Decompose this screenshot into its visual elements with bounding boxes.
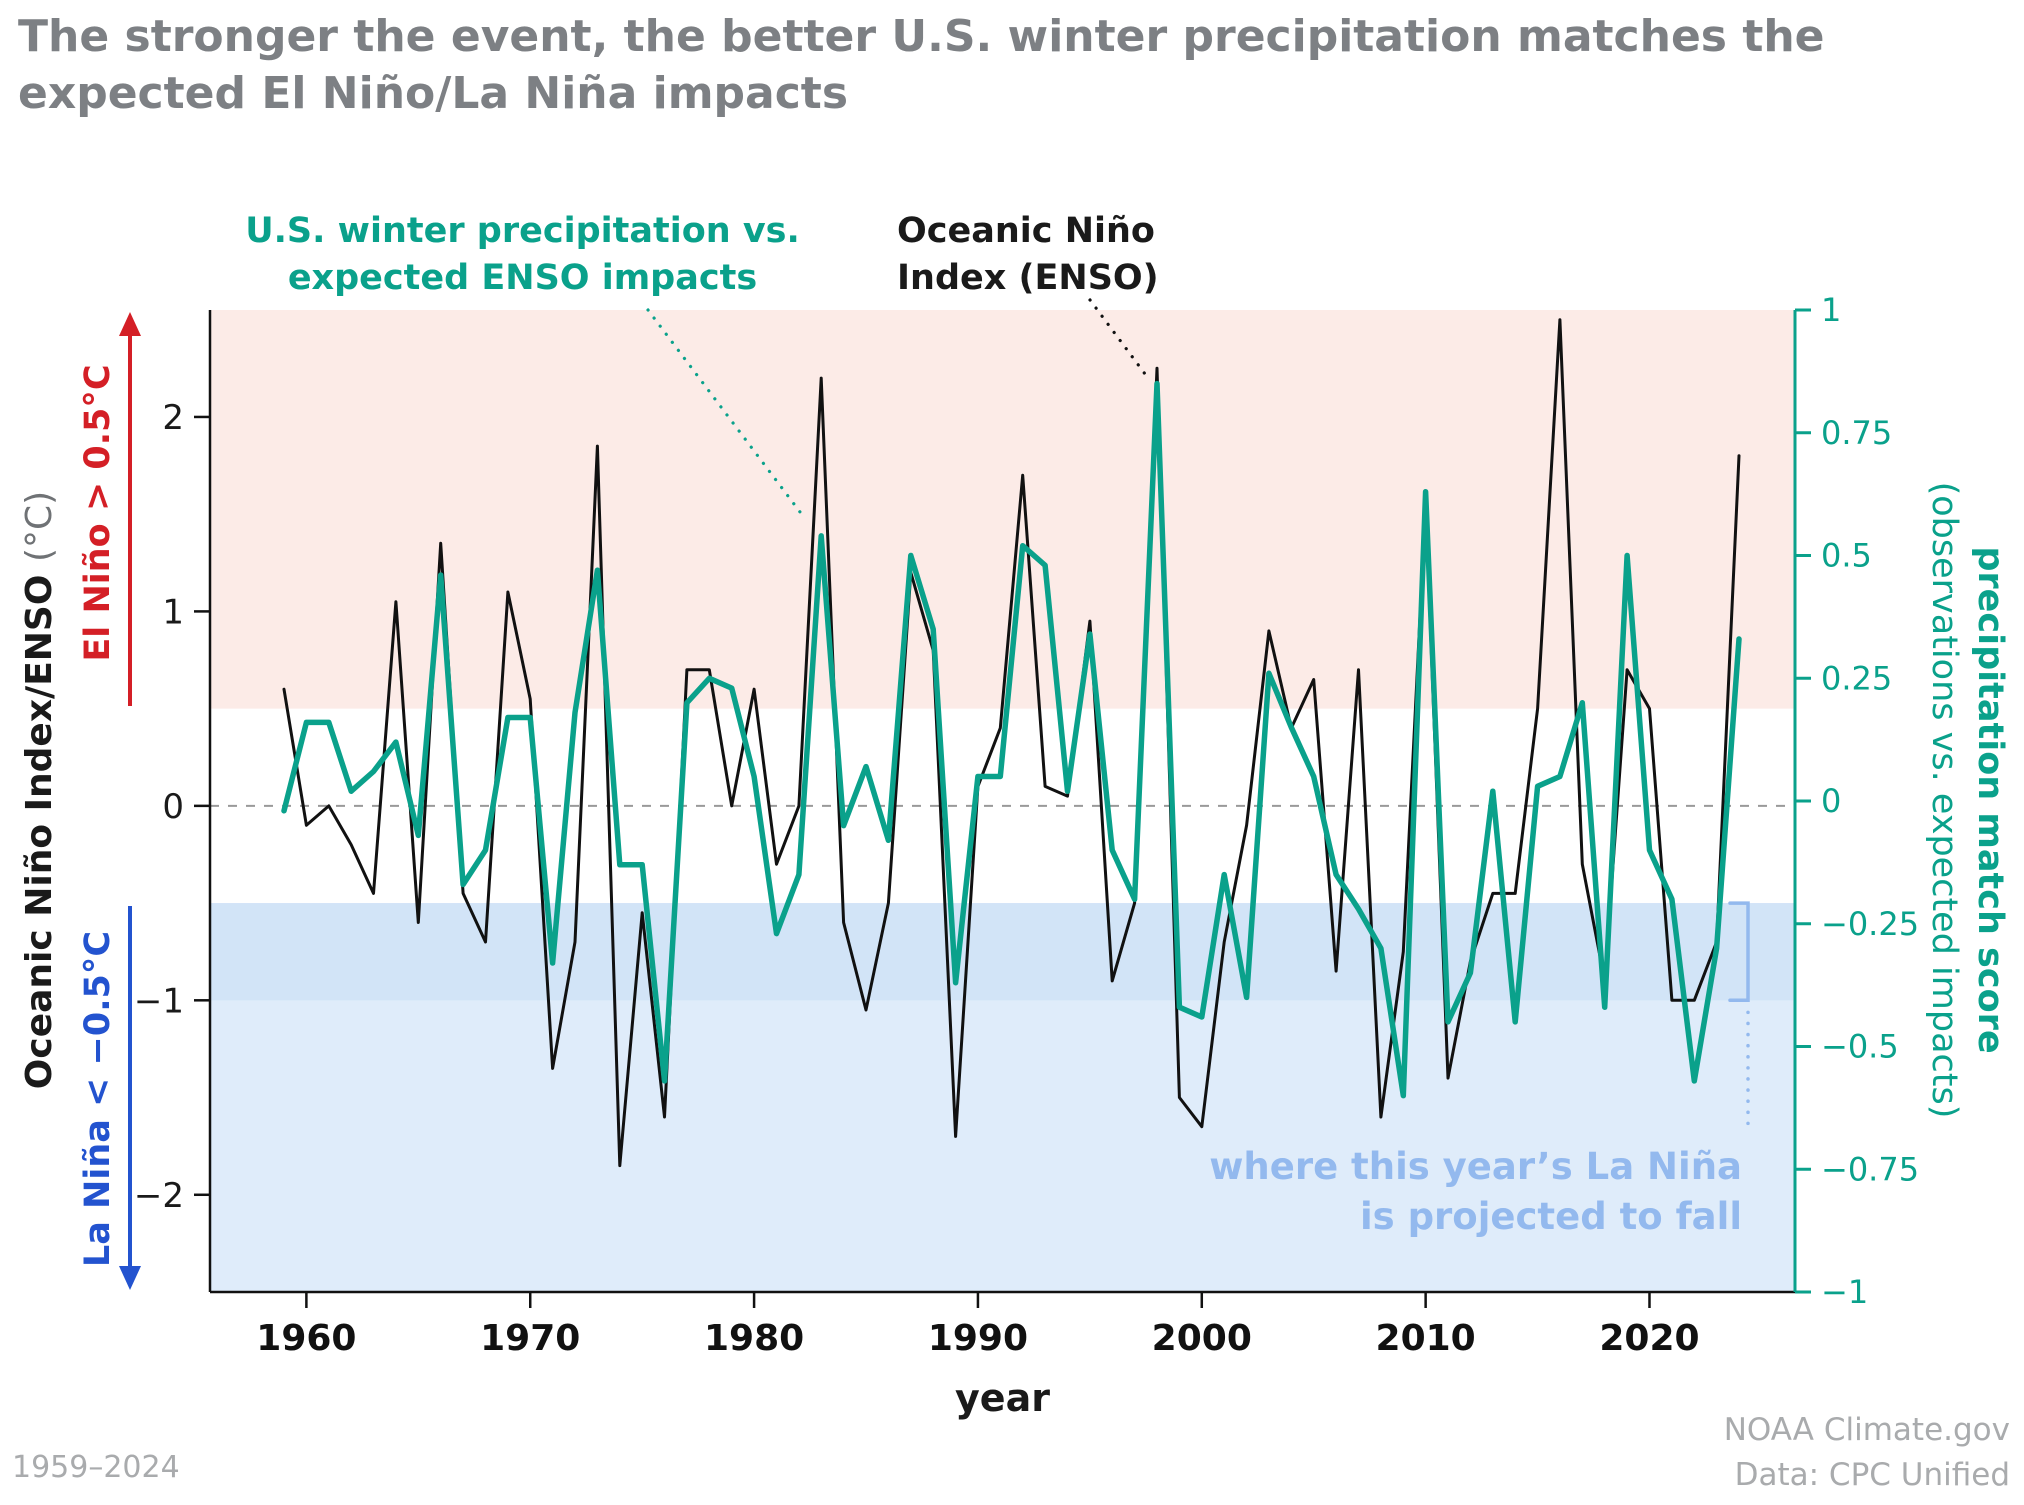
- left-tick-label: 2: [162, 398, 184, 438]
- left-axis-units-text: (°C): [19, 490, 60, 562]
- lanina-arrow-down-icon: [119, 1266, 141, 1290]
- elnino-arrow-up-icon: [119, 312, 141, 336]
- lanina-projection-label: where this year’s La Niña is projected t…: [1209, 1145, 1742, 1238]
- elnino-threshold-label: El Niño > 0.5°C: [78, 364, 118, 662]
- lanina-projection-band: [210, 903, 1795, 1001]
- page-title: The stronger the event, the better U.S. …: [18, 11, 1825, 120]
- right-tick-label: −0.5: [1821, 1028, 1899, 1066]
- elnino-region: [210, 310, 1795, 709]
- right-tick-label: 1: [1821, 291, 1841, 329]
- date-range-label: 1959–2024: [12, 1450, 180, 1485]
- match-score-line: [281, 380, 1742, 1099]
- right-tick-label: −1: [1821, 1273, 1868, 1311]
- data-source-line: Data: CPC Unified: [1734, 1456, 2010, 1493]
- right-axis-title-sub: (observations vs. expected impacts): [1924, 481, 1965, 1119]
- source-credit: NOAA Climate.gov Data: CPC Unified: [1724, 1408, 2010, 1498]
- x-tick-label: 2010: [1376, 1318, 1476, 1359]
- right-tick-label: −0.25: [1821, 905, 1919, 943]
- x-tick-label: 2020: [1599, 1318, 1699, 1359]
- x-tick-label: 1970: [480, 1318, 580, 1359]
- right-tick-label: −0.75: [1821, 1150, 1919, 1188]
- right-axis-title: precipitation match score (observations …: [1920, 480, 2012, 1120]
- x-tick-label: 1980: [704, 1318, 804, 1359]
- left-tick-label: −2: [134, 1176, 184, 1216]
- oni-callout-label: Oceanic Niño Index (ENSO): [897, 211, 1159, 299]
- left-tick-label: 0: [162, 787, 184, 827]
- oni-callout-connector: [1088, 298, 1150, 380]
- right-tick-label: 0: [1821, 782, 1841, 820]
- precip-callout-label: U.S. winter precipitation vs. expected E…: [245, 211, 800, 299]
- credit-line: NOAA Climate.gov: [1723, 1412, 2010, 1448]
- left-tick-label: 1: [162, 592, 184, 632]
- right-axis-title-main: precipitation match score: [1970, 546, 2010, 1054]
- right-tick-label: 0.25: [1821, 659, 1892, 697]
- left-axis-title: Oceanic Niño Index/ENSO (°C): [19, 440, 69, 1140]
- oni-line: [282, 318, 1741, 1168]
- precip-callout-connector: [646, 308, 802, 514]
- x-tick-label: 1960: [256, 1318, 356, 1359]
- x-tick-label: 2000: [1152, 1318, 1252, 1359]
- projection-bracket: [1728, 901, 1750, 1003]
- left-axis-title-text: Oceanic Niño Index/ENSO: [19, 574, 60, 1090]
- lanina-threshold-label: La Niña < −0.5°C: [78, 930, 118, 1268]
- left-tick-label: −1: [134, 981, 184, 1021]
- x-axis-title: year: [955, 1376, 1050, 1420]
- right-tick-label: 0.5: [1821, 537, 1872, 575]
- x-tick-label: 1990: [928, 1318, 1028, 1359]
- right-tick-label: 0.75: [1821, 414, 1892, 452]
